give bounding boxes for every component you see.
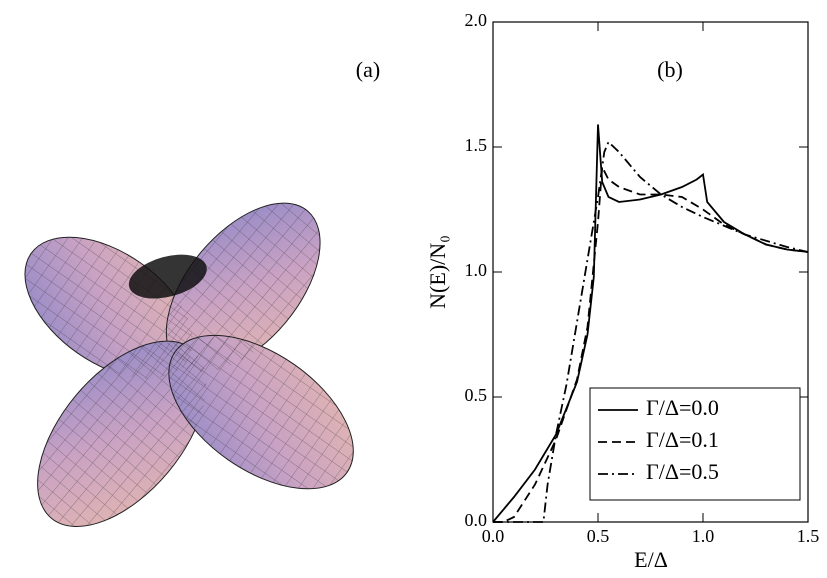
y-tick-label: 0.0 [465,510,488,530]
legend-box [589,387,801,501]
panel-label: (a) [356,57,380,82]
y-tick-label: 1.0 [465,260,488,280]
x-tick-label: 1.0 [692,526,715,546]
legend-label: Γ/Δ=0.1 [646,427,719,452]
x-tick-label: 1.5 [797,526,820,546]
y-tick-label: 2.0 [465,10,488,30]
legend-label: Γ/Δ=0.5 [646,459,719,484]
y-tick-label: 0.5 [465,385,488,405]
legend-label: Γ/Δ=0.0 [646,395,719,420]
panel-label: (b) [657,57,683,82]
x-tick-label: 0.5 [587,526,610,546]
data-line [493,140,809,523]
x-tick-label: 0.0 [482,526,505,546]
surface-render [24,202,354,528]
y-axis-label: N(E)/N₀ [425,235,450,309]
y-tick-label: 1.5 [465,135,488,155]
x-axis-label: E/Δ [634,547,668,572]
